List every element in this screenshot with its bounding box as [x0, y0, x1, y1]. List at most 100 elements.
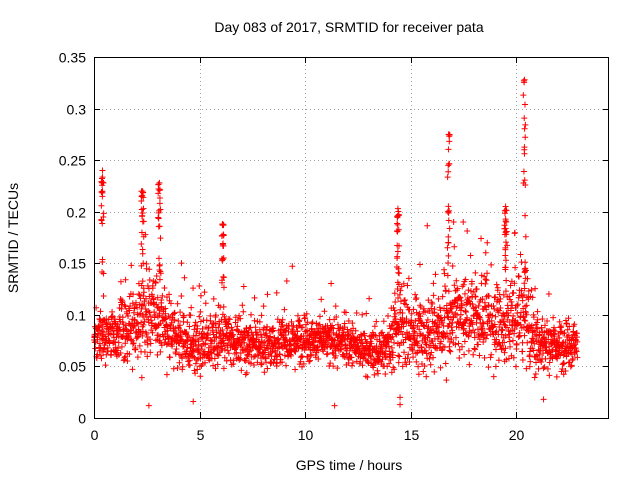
data-point	[211, 355, 218, 362]
data-point	[130, 340, 137, 347]
data-point	[489, 312, 496, 319]
data-point	[152, 280, 159, 287]
data-point	[391, 307, 398, 314]
data-point	[171, 317, 178, 324]
data-point	[476, 352, 483, 359]
data-point	[240, 308, 247, 315]
data-point	[99, 174, 106, 181]
data-point	[546, 372, 553, 379]
data-point	[395, 359, 402, 366]
data-point	[302, 315, 309, 322]
data-point	[512, 363, 519, 370]
data-point	[139, 213, 146, 220]
data-point	[484, 239, 491, 246]
data-point	[380, 318, 387, 325]
data-point	[539, 315, 546, 322]
data-point	[544, 317, 551, 324]
data-point	[488, 317, 495, 324]
data-point	[146, 276, 153, 283]
data-point	[573, 348, 580, 355]
data-point	[514, 301, 521, 308]
data-point	[100, 329, 107, 336]
data-point	[400, 280, 407, 287]
data-point	[513, 346, 520, 353]
data-point	[503, 324, 510, 331]
data-point	[456, 355, 463, 362]
data-point	[99, 220, 106, 227]
data-point	[121, 356, 128, 363]
data-point	[220, 255, 227, 262]
data-point	[303, 310, 310, 317]
data-point	[507, 343, 514, 350]
data-point	[144, 341, 151, 348]
data-point	[122, 353, 129, 360]
data-point	[568, 362, 575, 369]
data-point	[464, 227, 471, 234]
data-point	[519, 297, 526, 304]
data-point	[447, 330, 454, 337]
data-point	[573, 330, 580, 337]
data-point	[256, 345, 263, 352]
data-point	[445, 146, 452, 153]
data-point	[314, 329, 321, 336]
data-point	[172, 350, 179, 357]
data-point	[264, 365, 271, 372]
data-point	[523, 311, 530, 318]
data-point	[294, 328, 301, 335]
data-point	[521, 280, 528, 287]
data-point	[166, 297, 173, 304]
data-point	[145, 402, 152, 409]
data-point	[201, 289, 208, 296]
data-point	[502, 239, 509, 246]
data-point	[157, 348, 164, 355]
data-point	[449, 329, 456, 336]
data-point	[556, 334, 563, 341]
data-point	[492, 363, 499, 370]
data-point	[324, 350, 331, 357]
data-point	[332, 352, 339, 359]
data-point	[278, 319, 285, 326]
data-point	[220, 274, 227, 281]
data-point	[180, 312, 187, 319]
data-point	[220, 365, 227, 372]
data-point	[155, 215, 162, 222]
data-point	[394, 221, 401, 228]
data-point	[436, 304, 443, 311]
data-point	[485, 293, 492, 300]
data-point	[163, 371, 170, 378]
data-point	[279, 316, 286, 323]
data-point	[323, 351, 330, 358]
data-point	[541, 322, 548, 329]
data-point	[127, 330, 134, 337]
data-point	[327, 344, 334, 351]
data-point	[445, 334, 452, 341]
data-point	[472, 269, 479, 276]
data-point	[195, 347, 202, 354]
data-point	[462, 320, 469, 327]
data-point	[331, 337, 338, 344]
data-point	[170, 365, 177, 372]
data-point	[200, 350, 207, 357]
data-point	[563, 320, 570, 327]
data-point	[171, 309, 178, 316]
data-point	[445, 217, 452, 224]
data-point	[155, 255, 162, 262]
data-point	[135, 320, 142, 327]
data-point	[296, 317, 303, 324]
data-point	[250, 353, 257, 360]
data-point	[109, 308, 116, 315]
data-point	[156, 187, 163, 194]
data-point	[215, 352, 222, 359]
data-point	[534, 308, 541, 315]
data-point	[117, 278, 124, 285]
data-point	[139, 188, 146, 195]
data-point	[554, 355, 561, 362]
data-point	[193, 357, 200, 364]
data-point	[453, 277, 460, 284]
data-point	[186, 323, 193, 330]
data-point	[397, 401, 404, 408]
data-point	[449, 319, 456, 326]
data-point	[446, 338, 453, 345]
data-point	[341, 320, 348, 327]
data-point	[190, 398, 197, 405]
